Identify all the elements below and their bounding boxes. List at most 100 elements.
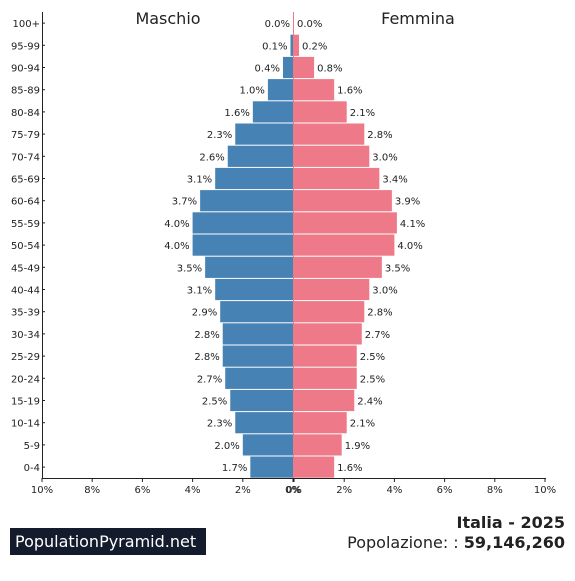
male-value-label: 2.3% [207, 130, 232, 141]
male-bar [282, 56, 293, 79]
female-value-label: 2.8% [367, 130, 392, 141]
male-value-label: 4.0% [164, 241, 189, 252]
male-value-label: 1.6% [224, 108, 249, 119]
age-tick-label: 95-99 [11, 41, 40, 52]
age-tick-label: 45-49 [11, 263, 40, 274]
axes-layer: 100+ 95-99 90-94 85-89 80-84 75-79 70-74 65-69 6… [11, 12, 556, 496]
age-tick-label: 40-44 [11, 286, 40, 297]
female-bar [294, 345, 357, 367]
female-bar [294, 456, 335, 478]
male-bar [242, 434, 293, 456]
brand-badge[interactable]: PopulationPyramid.net [10, 528, 206, 555]
male-value-label: 3.5% [177, 263, 202, 274]
male-value-label: 3.1% [187, 175, 212, 186]
female-value-label: 4.1% [400, 219, 425, 230]
age-tick-label: 60-64 [11, 197, 40, 208]
male-value-label: 1.7% [222, 463, 247, 474]
male-value-label: 2.8% [194, 352, 219, 363]
x-tick-label: 6% [437, 485, 453, 496]
female-value-label: 2.8% [367, 308, 392, 319]
female-value-label: 3.4% [382, 175, 407, 186]
male-value-label: 2.5% [202, 397, 227, 408]
female-bar [294, 301, 365, 323]
male-value-label: 2.3% [207, 419, 232, 430]
male-value-label: 2.8% [194, 330, 219, 341]
male-value-label: 3.1% [187, 286, 212, 297]
x-tick-label: 10% [31, 485, 53, 496]
male-bar [227, 145, 293, 167]
female-bar [294, 56, 315, 79]
male-bar [290, 34, 293, 56]
male-bar [235, 412, 293, 434]
female-value-label: 2.5% [360, 374, 385, 385]
female-bar [294, 167, 380, 190]
bars-layer: 0.0% 0.0% 0.1% 0.2% 0.4% 0.8% 1.0% 1.6% 1.6% 2.1%… [164, 19, 425, 478]
age-tick-label: 0-4 [24, 463, 40, 474]
age-tick-label: 50-54 [11, 241, 40, 252]
right-series-label: Femmina [381, 9, 455, 28]
female-bar [294, 323, 362, 345]
male-value-label: 2.6% [199, 152, 224, 163]
male-bar [225, 367, 293, 389]
x-tick-label: 6% [134, 485, 150, 496]
female-bar [294, 34, 300, 56]
male-value-label: 0.4% [255, 64, 280, 75]
female-value-label: 4.0% [397, 241, 422, 252]
population-pyramid-chart: 0.0% 0.0% 0.1% 0.2% 0.4% 0.8% 1.0% 1.6% 1.6% 2.1%… [11, 9, 556, 496]
male-bar [235, 123, 293, 145]
female-bar [294, 256, 382, 278]
male-value-label: 2.7% [197, 374, 222, 385]
male-bar [215, 167, 293, 190]
age-tick-label: 5-9 [24, 441, 40, 452]
male-value-label: 0.1% [262, 41, 287, 52]
male-value-label: 3.7% [172, 197, 197, 208]
age-tick-label: 75-79 [11, 130, 40, 141]
female-bar [294, 123, 365, 145]
left-series-label: Maschio [135, 9, 200, 28]
x-tick-label: 10% [534, 485, 556, 496]
x-tick-label: 2% [235, 485, 251, 496]
male-bar [250, 456, 293, 478]
female-value-label: 1.6% [337, 86, 362, 97]
female-bar [294, 367, 357, 389]
population-label: Popolazione: : [347, 533, 459, 552]
x-tick-label: 4% [185, 485, 201, 496]
female-bar [294, 145, 370, 167]
age-tick-label: 90-94 [11, 64, 40, 75]
x-tick-label: 8% [84, 485, 100, 496]
age-tick-label: 10-14 [11, 419, 40, 430]
female-value-label: 0.2% [302, 41, 327, 52]
x-tick-label: 8% [487, 485, 503, 496]
age-tick-label: 65-69 [11, 175, 40, 186]
female-value-label: 2.1% [350, 419, 375, 430]
male-bar [222, 345, 293, 367]
male-value-label: 2.0% [214, 441, 239, 452]
female-bar [294, 389, 355, 412]
female-bar [294, 278, 370, 301]
x-tick-label: 2% [336, 485, 352, 496]
female-value-label: 1.6% [337, 463, 362, 474]
male-bar [222, 323, 293, 345]
male-bar [205, 256, 293, 278]
female-value-label: 2.4% [357, 397, 382, 408]
female-value-label: 0.8% [317, 64, 342, 75]
age-tick-label: 35-39 [11, 308, 40, 319]
male-bar [220, 301, 293, 323]
male-bar [267, 79, 293, 101]
age-tick-label: 85-89 [11, 86, 40, 97]
female-value-label: 3.0% [372, 152, 397, 163]
male-bar [215, 278, 293, 301]
population-value: 59,146,260 [463, 533, 565, 552]
age-tick-label: 20-24 [11, 374, 40, 385]
female-bar [294, 434, 342, 456]
female-bar [294, 101, 347, 123]
age-tick-label: 100+ [13, 19, 40, 30]
female-value-label: 2.5% [360, 352, 385, 363]
age-tick-label: 70-74 [11, 152, 40, 163]
male-bar [192, 234, 293, 256]
male-value-label: 0.0% [265, 19, 290, 30]
female-value-label: 1.9% [345, 441, 370, 452]
female-bar [294, 190, 392, 212]
age-tick-label: 55-59 [11, 219, 40, 230]
age-tick-label: 25-29 [11, 352, 40, 363]
